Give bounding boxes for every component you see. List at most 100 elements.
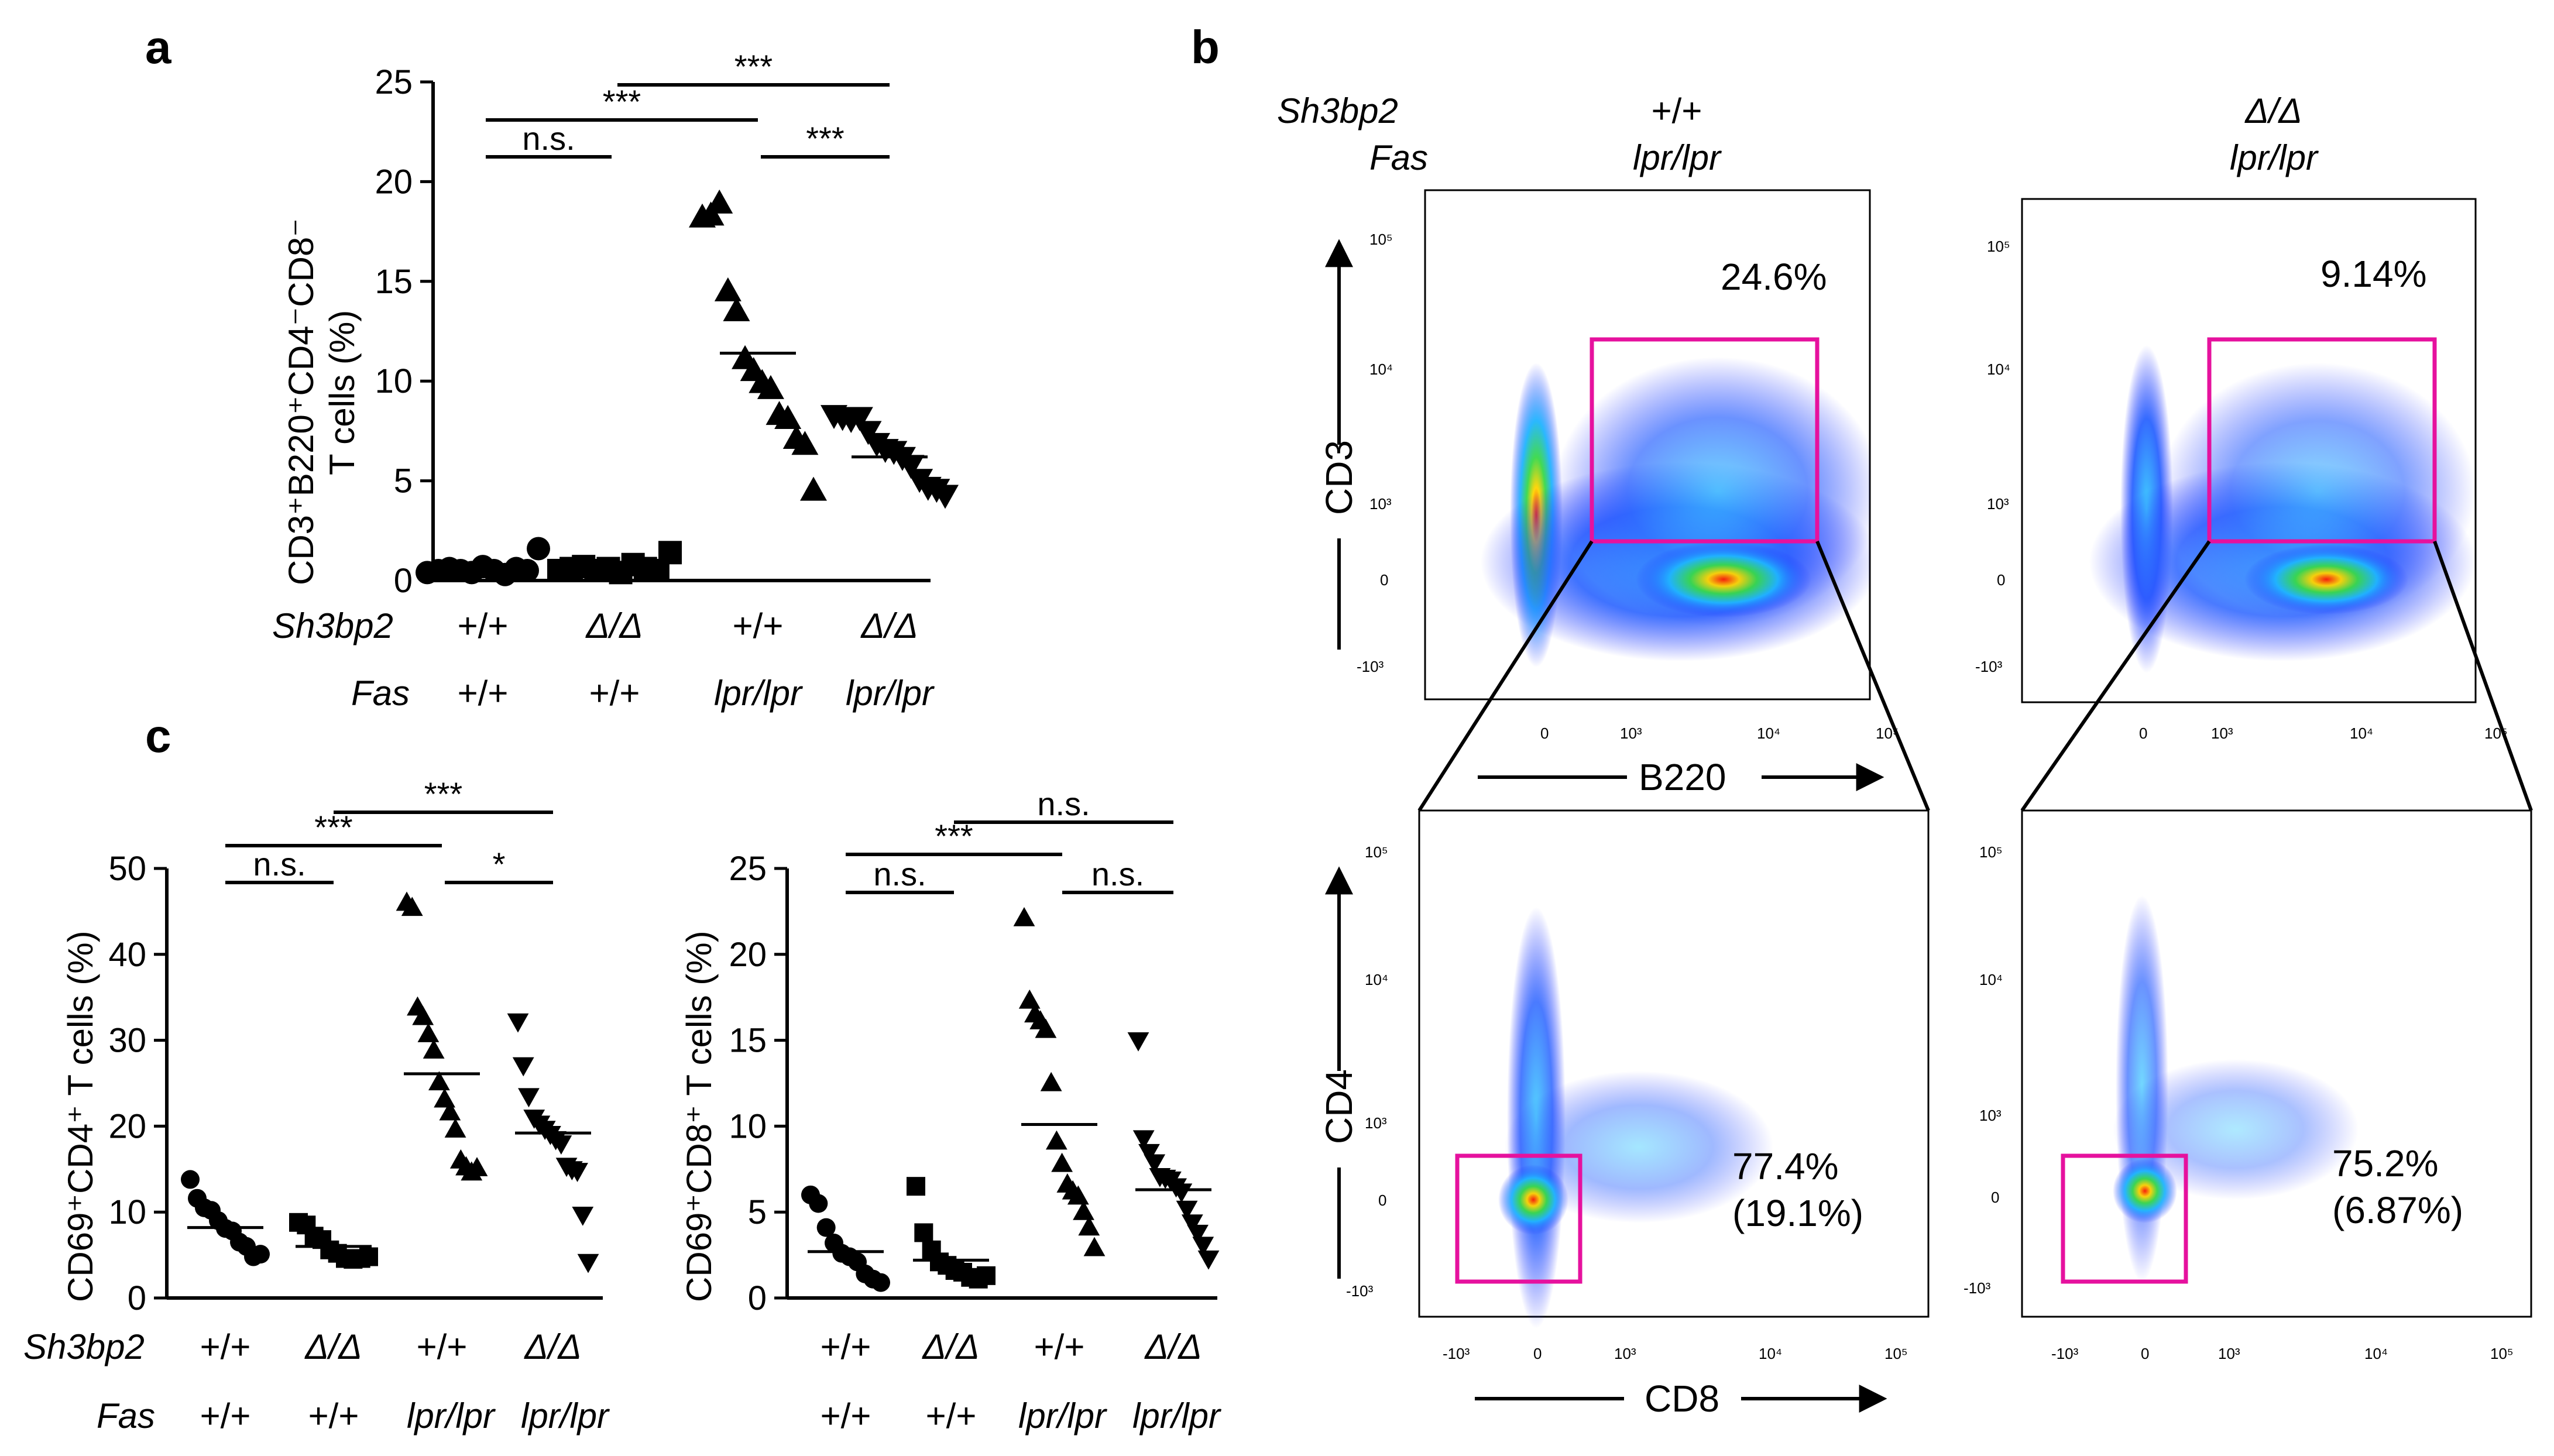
gate-pct-bottom-right: 75.2% <box>2332 1142 2438 1184</box>
significance-label: *** <box>734 48 773 85</box>
y-tick-label: 5 <box>748 1193 767 1231</box>
data-point-triangle-up <box>1078 1216 1100 1236</box>
tick: 10³ <box>1369 495 1392 513</box>
panel-a-g2-fas: +/+ <box>589 674 640 713</box>
tick: 10³ <box>1620 724 1642 742</box>
data-point-triangle-down <box>1187 1224 1209 1244</box>
tick: 10⁵ <box>1884 1345 1908 1362</box>
tick: 10⁵ <box>2490 1345 2514 1362</box>
panel-a-fas-label: Fas <box>351 674 410 713</box>
panel-c-left-group-labels: +/+ Δ/Δ +/+ Δ/Δ +/+ +/+ lpr/lpr lpr/lpr <box>200 1327 610 1436</box>
data-point-triangle-down <box>897 455 925 479</box>
tick: 10⁵ <box>1979 843 2003 861</box>
data-point-triangle-down <box>550 1135 572 1155</box>
y-tick-label: 0 <box>748 1279 767 1317</box>
data-point-square <box>359 1247 378 1266</box>
data-point-triangle-down <box>1138 1143 1160 1163</box>
panel-a-g3-fas: lpr/lpr <box>714 674 803 713</box>
data-point-triangle-down <box>1192 1237 1214 1256</box>
data-point-triangle-up <box>428 1071 450 1091</box>
data-point-triangle-down <box>518 1088 540 1108</box>
significance-label: n.s. <box>873 856 926 892</box>
data-point-triangle-down <box>932 485 959 509</box>
gate-pct-top-left: 24.6% <box>1721 256 1827 298</box>
significance-label: n.s. <box>522 120 575 157</box>
significance-label: *** <box>603 83 641 120</box>
data-point-circle <box>527 537 550 561</box>
data-point-triangle-up <box>1067 1185 1089 1205</box>
panel-b-header: Sh3bp2 Fas +/+ lpr/lpr Δ/Δ lpr/lpr <box>1277 91 2319 177</box>
panel-c-left-axes: 0 10 20 30 40 50 <box>108 850 603 1317</box>
significance-label: * <box>493 846 506 882</box>
tick: 10³ <box>1365 1114 1387 1132</box>
flow-ticks-bottom-left-y: 10⁵ 10⁴ 10³ 0 -10³ <box>1346 843 1388 1300</box>
data-point-triangle-up <box>1073 1201 1094 1220</box>
panel-c-right-marks: n.s.***n.s.n.s. <box>801 785 1220 1292</box>
data-point-triangle-up <box>439 1101 461 1121</box>
tick: 10⁵ <box>2484 724 2508 742</box>
y-tick-label: 15 <box>375 263 413 301</box>
gate-top-left <box>1590 337 1820 544</box>
significance-label: *** <box>424 775 462 812</box>
data-point-circle <box>181 1170 200 1189</box>
zoom-connectors <box>1417 540 2533 812</box>
gate-pct-bottom-left: 77.4% <box>1732 1145 1838 1187</box>
tick: 0 <box>1380 571 1388 589</box>
tick: -10³ <box>1975 658 2003 675</box>
panel-c-left-marks: n.s.******* <box>181 775 599 1273</box>
panel-c-left-g3-sh3bp2: +/+ <box>417 1327 468 1366</box>
y-tick-label: 15 <box>729 1022 767 1060</box>
data-point-triangle-down <box>512 1057 534 1077</box>
panel-b-col2-sh3bp2: Δ/Δ <box>2244 91 2302 131</box>
data-point-triangle-up <box>1013 906 1035 926</box>
tick: 10⁴ <box>2364 1345 2388 1362</box>
b220-axis-label: B220 <box>1639 756 1726 798</box>
gate-bottom-right <box>2061 1153 2188 1284</box>
panel-a-g2-sh3bp2: Δ/Δ <box>585 606 643 645</box>
data-point-triangle-down <box>1144 1154 1166 1174</box>
tick: 0 <box>1378 1191 1386 1209</box>
data-point-circle <box>816 1218 836 1237</box>
flow-plot-bottom-right: 75.2% (6.87%) <box>2021 809 2532 1318</box>
tick: -10³ <box>1443 1345 1470 1362</box>
panel-c-left-g1-fas: +/+ <box>200 1396 251 1436</box>
tick: 10⁴ <box>1979 971 2003 988</box>
panel-a-sh3bp2-label: Sh3bp2 <box>272 606 393 645</box>
panel-a-chart: 0 5 10 15 20 25 CD3⁺B220⁺CD4⁻CD8⁻ T cells (%)… <box>282 48 959 600</box>
y-tick-label: 20 <box>729 936 767 974</box>
data-point-circle <box>871 1273 890 1292</box>
data-point-triangle-up <box>774 404 802 429</box>
tick: 10⁵ <box>1369 231 1393 248</box>
panel-a-g1-fas: +/+ <box>458 674 509 713</box>
panel-c-left-g2-sh3bp2: Δ/Δ <box>304 1327 362 1366</box>
tick: 10⁴ <box>1369 360 1393 378</box>
data-point-triangle-up <box>401 897 423 916</box>
y-tick-label: 0 <box>128 1279 146 1317</box>
tick: 10⁴ <box>1757 724 1780 742</box>
tick: 10⁵ <box>1987 238 2010 255</box>
panel-c-right-group-labels: +/+ Δ/Δ +/+ Δ/Δ +/+ +/+ lpr/lpr lpr/lpr <box>821 1327 1221 1436</box>
gate-paren-bottom-right: (6.87%) <box>2332 1189 2463 1231</box>
panel-a-axes: 0 5 10 15 20 25 <box>375 63 931 600</box>
panel-a-ylabel-line1: CD3⁺B220⁺CD4⁻CD8⁻ <box>282 218 321 585</box>
significance-label: n.s. <box>1091 856 1144 892</box>
panel-label-b: b <box>1191 21 1220 73</box>
y-tick-label: 50 <box>108 850 146 888</box>
tick: -10³ <box>1346 1282 1374 1300</box>
flow-ticks-top-left-y: 10⁵ 10⁴ 10³ 0 -10³ <box>1357 231 1393 675</box>
tick: 10⁴ <box>1987 360 2010 378</box>
y-tick-label: 20 <box>375 163 413 201</box>
panel-c-right-g2-sh3bp2: Δ/Δ <box>921 1327 979 1366</box>
panel-b-col1-sh3bp2: +/+ <box>1652 91 1702 131</box>
tick: 10³ <box>2218 1345 2240 1362</box>
data-point-triangle-down <box>1181 1214 1203 1234</box>
data-point-triangle-up <box>466 1157 488 1176</box>
cd8-axis-label: CD8 <box>1645 1378 1719 1420</box>
flow-ticks-bottom-right-x: -10³ 0 10³ 10⁴ 10⁵ <box>2051 1345 2514 1362</box>
data-point-square <box>914 1223 933 1242</box>
data-point-triangle-up <box>1035 1018 1057 1038</box>
tick: 0 <box>1540 724 1549 742</box>
data-point-triangle-down <box>572 1207 594 1226</box>
data-point-triangle-up <box>444 1118 466 1138</box>
